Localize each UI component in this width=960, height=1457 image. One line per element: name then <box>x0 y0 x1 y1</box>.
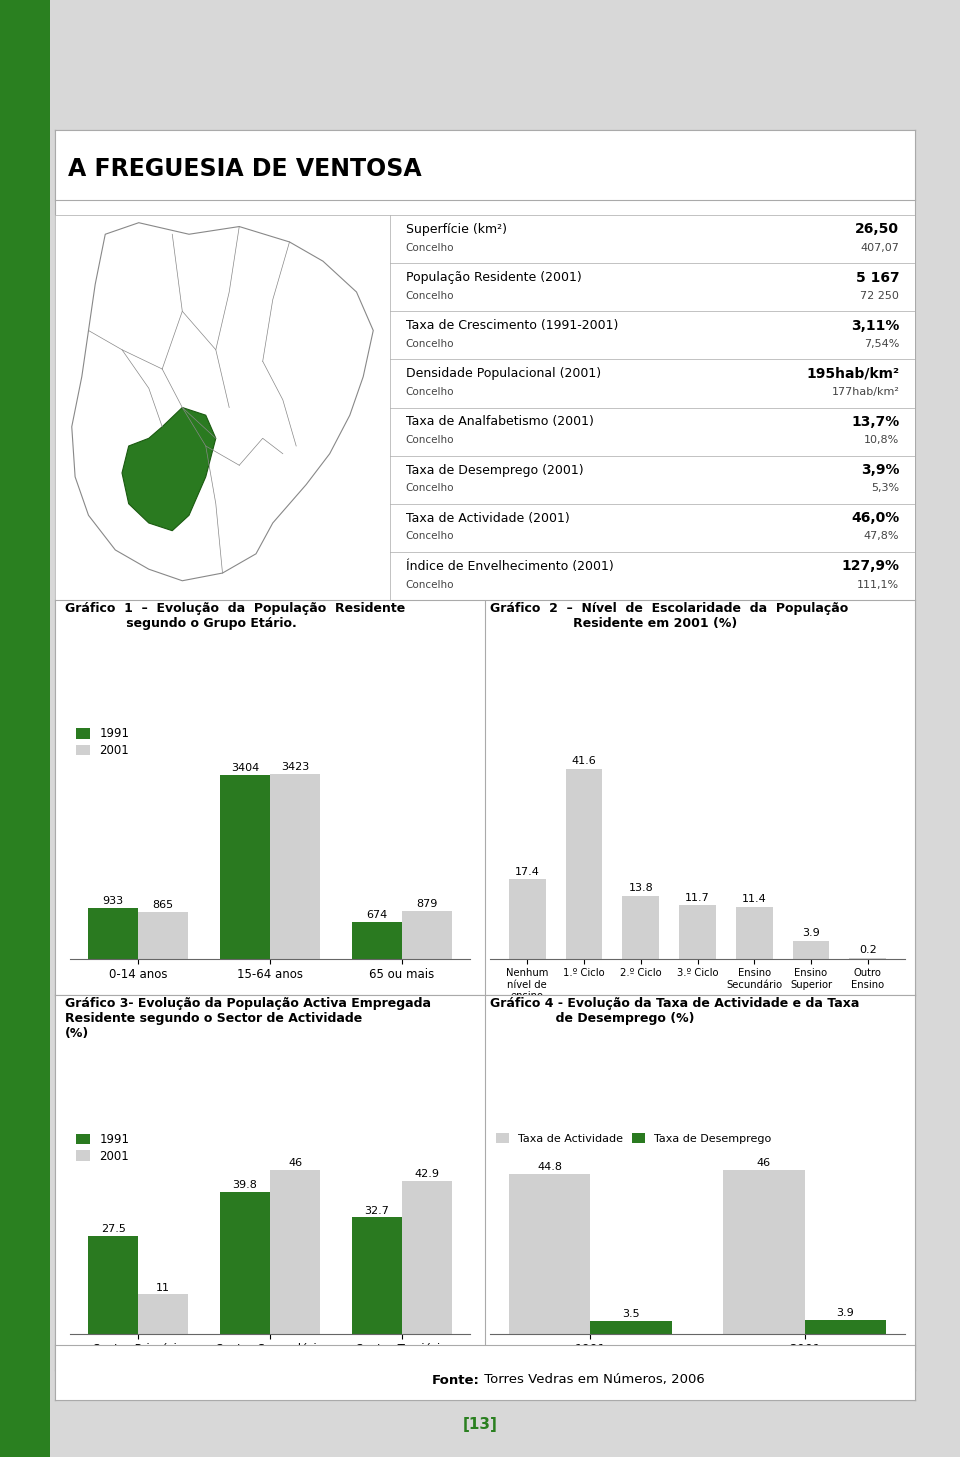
Text: Densidade Populacional (2001): Densidade Populacional (2001) <box>406 367 601 380</box>
Text: A FREGUESIA DE VENTOSA: A FREGUESIA DE VENTOSA <box>68 156 421 181</box>
Bar <box>590 1321 672 1333</box>
Bar <box>401 1182 452 1333</box>
Text: 46: 46 <box>756 1158 771 1169</box>
Text: 42.9: 42.9 <box>415 1170 440 1179</box>
Bar <box>793 941 829 959</box>
Text: 11.7: 11.7 <box>685 893 709 902</box>
Text: 17.4: 17.4 <box>515 867 540 877</box>
Legend: 1991, 2001: 1991, 2001 <box>76 1134 130 1163</box>
Text: 39.8: 39.8 <box>232 1180 257 1190</box>
Text: 32.7: 32.7 <box>364 1205 389 1215</box>
Text: 127,9%: 127,9% <box>841 559 900 573</box>
Text: Superfície (km²): Superfície (km²) <box>406 223 507 236</box>
Text: População Residente (2001): População Residente (2001) <box>406 271 582 284</box>
Bar <box>622 896 660 959</box>
Text: 72 250: 72 250 <box>860 291 900 300</box>
Bar <box>401 911 452 959</box>
Text: 26,50: 26,50 <box>855 223 900 236</box>
Text: Concelho: Concelho <box>406 339 454 350</box>
Bar <box>88 908 138 959</box>
Text: 10,8%: 10,8% <box>864 436 900 446</box>
Text: Taxa de Analfabetismo (2001): Taxa de Analfabetismo (2001) <box>406 415 593 428</box>
Polygon shape <box>72 223 373 581</box>
Text: 3404: 3404 <box>230 763 259 774</box>
Bar <box>509 1174 590 1333</box>
Text: 3.9: 3.9 <box>836 1308 854 1319</box>
Text: [13]: [13] <box>463 1418 497 1432</box>
Polygon shape <box>122 408 216 530</box>
Text: 3423: 3423 <box>281 762 309 772</box>
Text: Concelho: Concelho <box>406 388 454 398</box>
Bar <box>138 912 188 959</box>
Text: Concelho: Concelho <box>406 532 454 542</box>
Text: Gráfico  1  –  Evolução  da  População  Residente
              segundo o Grupo : Gráfico 1 – Evolução da População Reside… <box>65 602 405 629</box>
Text: 11.4: 11.4 <box>742 895 767 903</box>
Text: 177hab/km²: 177hab/km² <box>831 388 900 398</box>
Bar <box>351 1217 401 1333</box>
Text: Taxa de Actividade (2001): Taxa de Actividade (2001) <box>406 511 569 525</box>
Text: Gráfico 4 - Evolução da Taxa de Actividade e da Taxa
               de Desempreg: Gráfico 4 - Evolução da Taxa de Activida… <box>490 997 859 1026</box>
Text: 46,0%: 46,0% <box>851 511 900 525</box>
Bar <box>88 1236 138 1333</box>
Text: 3,9%: 3,9% <box>861 463 900 476</box>
Text: 41.6: 41.6 <box>571 756 596 766</box>
Text: Concelho: Concelho <box>406 436 454 446</box>
Bar <box>735 906 773 959</box>
Text: 407,07: 407,07 <box>860 243 900 252</box>
Text: 933: 933 <box>103 896 124 906</box>
Legend: Taxa de Actividade, Taxa de Desemprego: Taxa de Actividade, Taxa de Desemprego <box>495 1134 771 1144</box>
Bar <box>138 1294 188 1333</box>
Text: Concelho: Concelho <box>406 484 454 494</box>
Bar <box>723 1170 804 1333</box>
Text: 27.5: 27.5 <box>101 1224 126 1234</box>
Bar <box>679 905 716 959</box>
Text: 3,11%: 3,11% <box>851 319 900 332</box>
Text: Concelho: Concelho <box>406 580 454 590</box>
Bar <box>270 1170 320 1333</box>
Text: 195hab/km²: 195hab/km² <box>806 367 900 380</box>
Bar <box>220 775 270 959</box>
Text: 13.8: 13.8 <box>629 883 653 893</box>
Text: 5,3%: 5,3% <box>871 484 900 494</box>
Text: 44.8: 44.8 <box>537 1163 563 1173</box>
Bar <box>220 1192 270 1333</box>
Text: 3.9: 3.9 <box>803 928 820 938</box>
Text: Índice de Envelhecimento (2001): Índice de Envelhecimento (2001) <box>406 559 613 573</box>
Text: 47,8%: 47,8% <box>864 532 900 542</box>
Text: 111,1%: 111,1% <box>857 580 900 590</box>
Text: 865: 865 <box>153 900 174 909</box>
Text: 3.5: 3.5 <box>622 1310 640 1320</box>
Text: 11: 11 <box>156 1282 170 1292</box>
Bar <box>509 879 545 959</box>
Text: Concelho: Concelho <box>406 243 454 252</box>
Bar <box>351 922 401 959</box>
Text: 13,7%: 13,7% <box>851 415 900 428</box>
Text: Fonte:: Fonte: <box>432 1374 480 1387</box>
Text: Concelho: Concelho <box>406 291 454 300</box>
Text: Torres Vedras em Números, 2006: Torres Vedras em Números, 2006 <box>480 1374 705 1387</box>
Text: Gráfico 3- Evolução da População Activa Empregada
Residente segundo o Sector de : Gráfico 3- Evolução da População Activa … <box>65 997 431 1040</box>
Text: 7,54%: 7,54% <box>864 339 900 350</box>
Text: Taxa de Desemprego (2001): Taxa de Desemprego (2001) <box>406 463 584 476</box>
Bar <box>565 769 603 959</box>
Text: 5 167: 5 167 <box>855 271 900 284</box>
Bar <box>270 774 320 959</box>
Text: Taxa de Crescimento (1991-2001): Taxa de Crescimento (1991-2001) <box>406 319 618 332</box>
Text: 0.2: 0.2 <box>859 946 876 954</box>
Bar <box>804 1320 886 1333</box>
Legend: 1991, 2001: 1991, 2001 <box>76 727 130 758</box>
Text: Gráfico  2  –  Nível  de  Escolaridade  da  População
                   Residen: Gráfico 2 – Nível de Escolaridade da Pop… <box>490 602 849 629</box>
Text: 674: 674 <box>366 911 387 921</box>
Text: 46: 46 <box>288 1158 302 1169</box>
Text: 879: 879 <box>416 899 438 909</box>
